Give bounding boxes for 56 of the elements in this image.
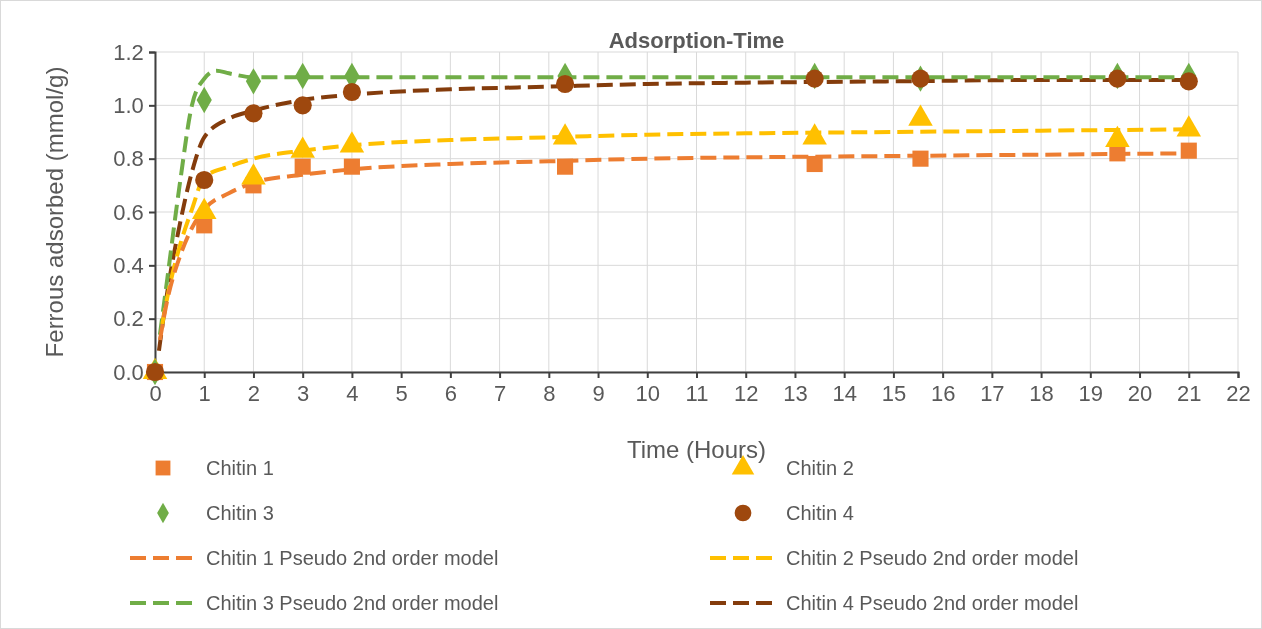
point xyxy=(293,96,312,115)
x-tick-label: 15 xyxy=(881,380,907,406)
point xyxy=(195,170,214,190)
x-tick-label: 20 xyxy=(1127,380,1153,406)
x-tick-label: 2 xyxy=(247,380,261,406)
y-tick-label: 0.4 xyxy=(113,252,144,278)
legend-label: Chitin 4 xyxy=(786,502,854,524)
x-tick-label: 12 xyxy=(733,380,759,406)
y-tick-label: 0.2 xyxy=(113,306,144,332)
x-tick-label: 18 xyxy=(1029,380,1054,406)
point xyxy=(294,158,311,175)
y-tick-label: 0.8 xyxy=(113,146,144,172)
x-tick-label: 22 xyxy=(1226,380,1251,406)
chart-title: Adsorption-Time xyxy=(608,28,785,53)
point xyxy=(1108,69,1127,88)
x-tick-label: 13 xyxy=(783,380,808,406)
x-tick-label: 4 xyxy=(346,380,359,406)
point xyxy=(343,158,360,175)
point xyxy=(557,158,574,175)
x-tick-label: 17 xyxy=(980,380,1005,406)
x-tick-label: 3 xyxy=(297,380,310,406)
x-tick-label: 7 xyxy=(493,380,507,406)
point xyxy=(342,82,362,102)
x-tick-label: 1 xyxy=(198,380,211,406)
point xyxy=(805,69,824,88)
x-tick-label: 10 xyxy=(635,380,661,406)
legend-label: Chitin 3 Pseudo 2nd order model xyxy=(206,592,499,614)
x-tick-label: 16 xyxy=(930,380,956,406)
point xyxy=(1179,72,1198,91)
legend-label: Chitin 2 xyxy=(786,457,854,479)
legend-label: Chitin 2 Pseudo 2nd order model xyxy=(786,547,1079,569)
point xyxy=(806,155,823,173)
point xyxy=(911,69,930,88)
legend-label: Chitin 1 xyxy=(206,457,274,479)
x-tick-label: 9 xyxy=(592,380,605,406)
y-tick-label: 1.0 xyxy=(113,92,144,118)
legend-label: Chitin 4 Pseudo 2nd order model xyxy=(786,592,1079,614)
y-axis-title: Ferrous adsorbed (mmol/g) xyxy=(41,66,68,358)
point xyxy=(912,150,929,167)
point xyxy=(1180,142,1197,159)
x-tick-label: 8 xyxy=(543,380,556,406)
y-tick-label: 1.2 xyxy=(113,39,144,65)
x-tick-label: 0 xyxy=(149,380,162,406)
x-tick-label: 11 xyxy=(685,380,709,406)
point xyxy=(555,74,575,94)
y-tick-label: 0.6 xyxy=(113,199,144,225)
x-tick-label: 6 xyxy=(444,380,457,406)
x-tick-label: 14 xyxy=(832,380,857,406)
legend-label: Chitin 1 Pseudo 2nd order model xyxy=(206,547,499,569)
x-axis-title: Time (Hours) xyxy=(626,436,767,463)
legend-label: Chitin 3 xyxy=(206,502,274,524)
x-tick-label: 19 xyxy=(1078,380,1104,406)
y-tick-label: 0.0 xyxy=(113,359,144,385)
x-tick-label: 21 xyxy=(1177,380,1202,406)
point xyxy=(244,104,263,123)
x-tick-label: 5 xyxy=(395,380,408,406)
